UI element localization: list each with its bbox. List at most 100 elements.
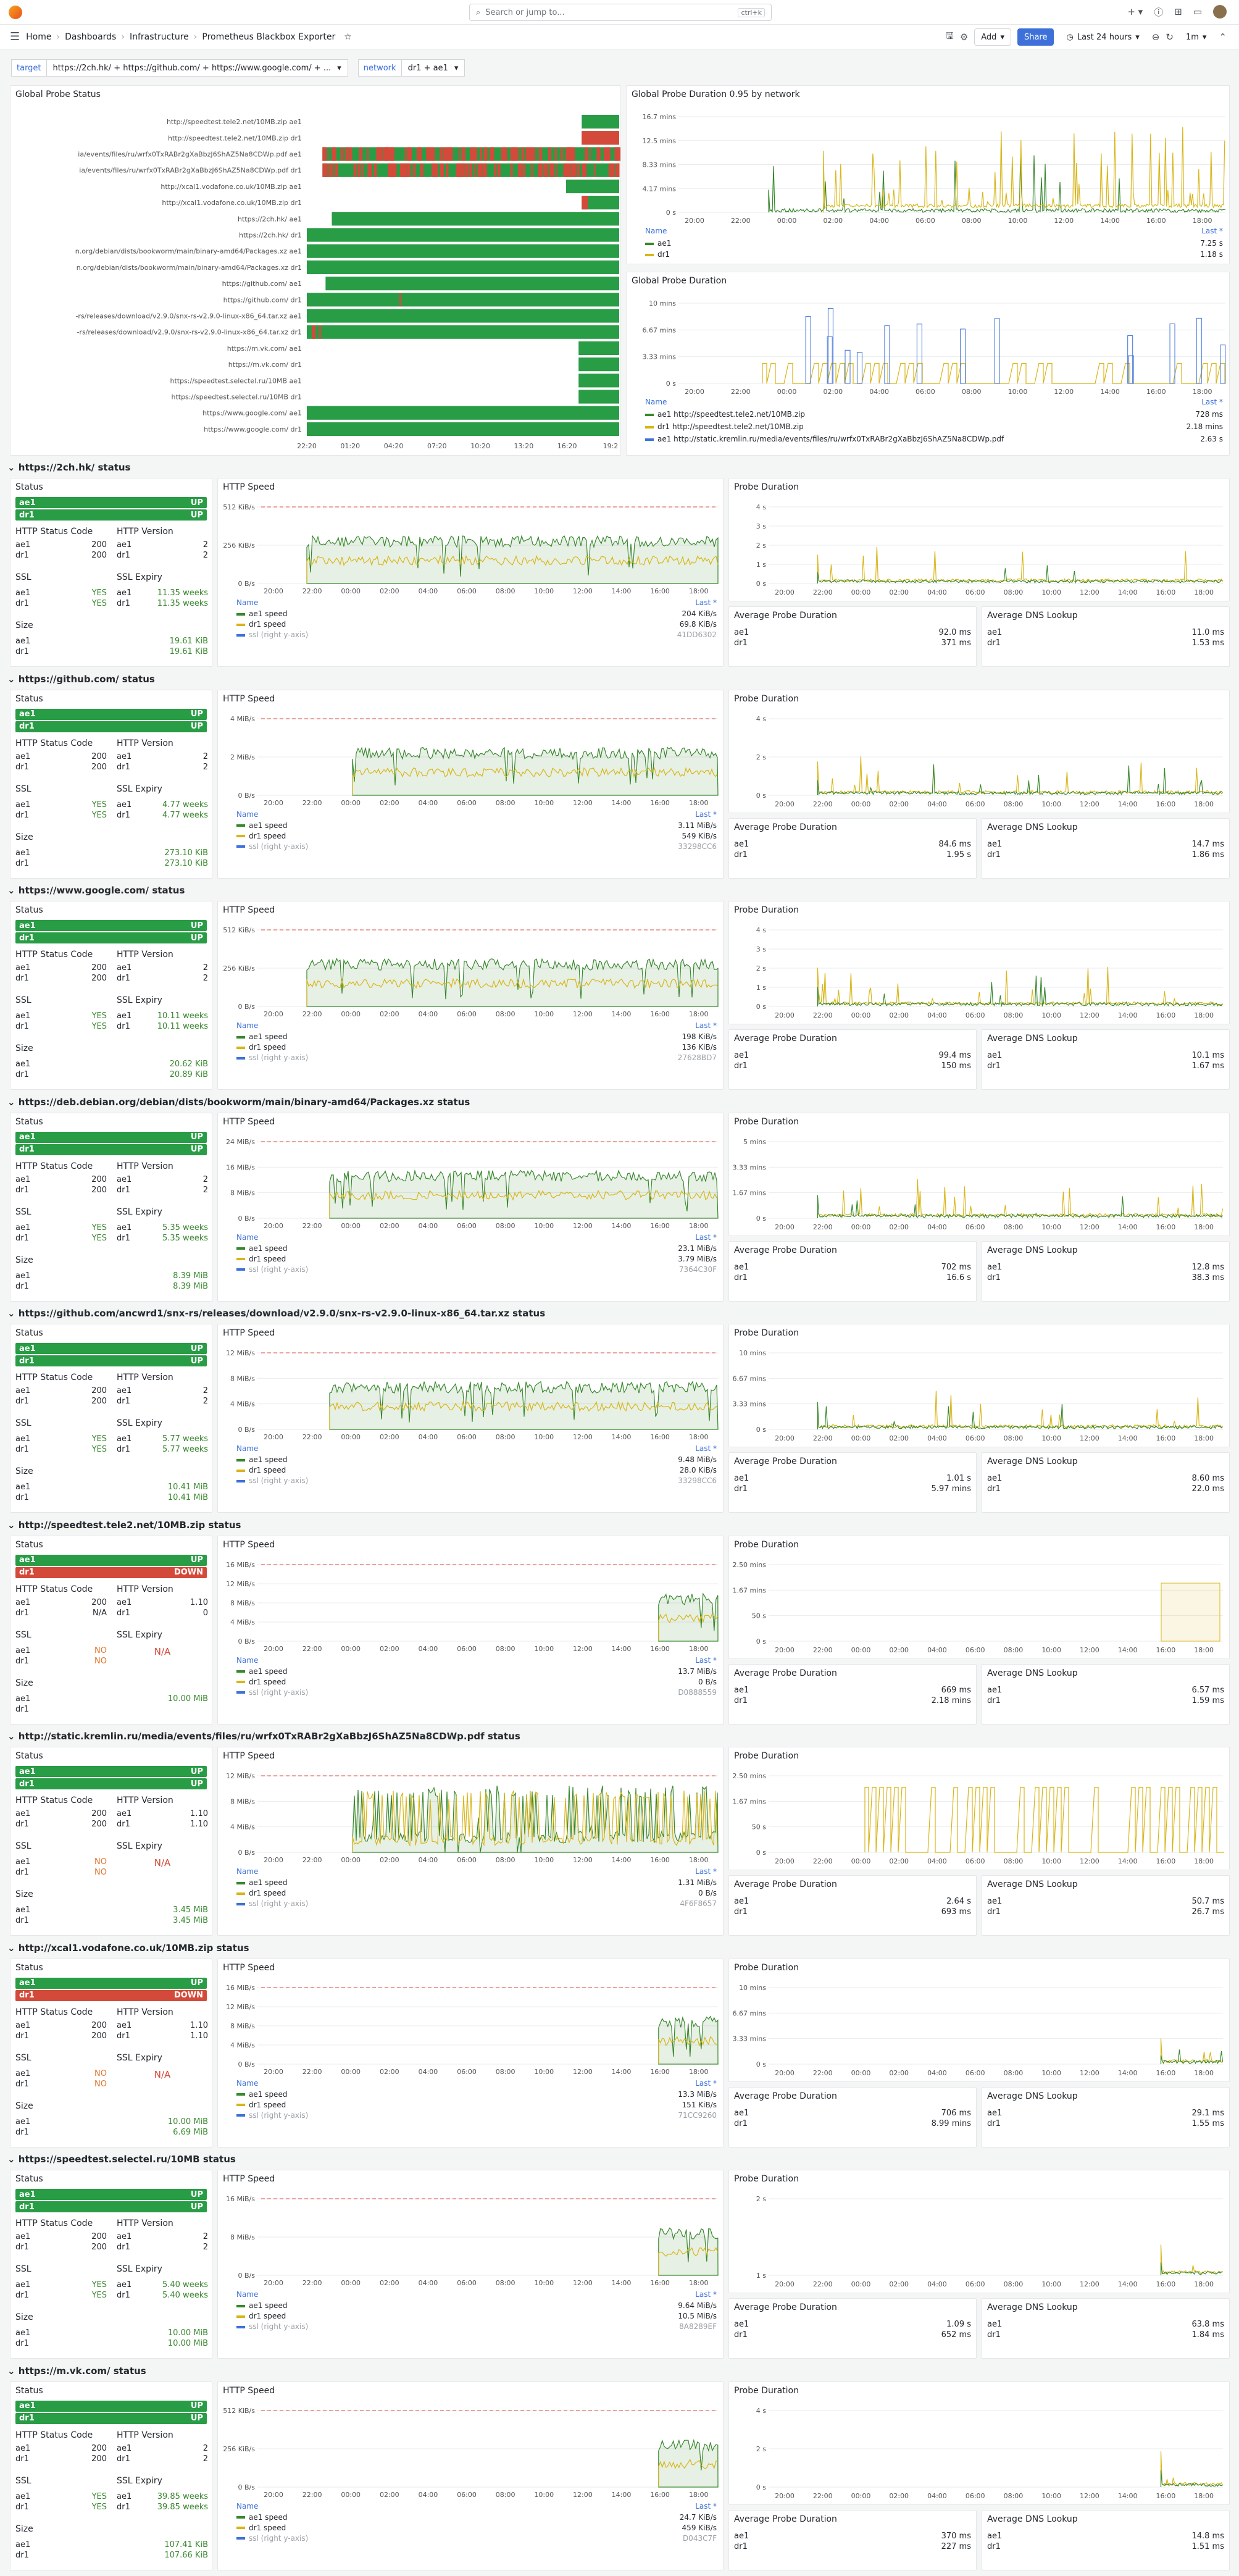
time-tick: 00:00 (851, 2069, 871, 2077)
http-speed-chart[interactable]: 4 MiB/s 2 MiB/s 0 B/s 20:00 22:00 00:00 02:00 0… (218, 690, 724, 879)
time-range-picker[interactable]: ◷ Last 24 hours ▾ (1060, 28, 1146, 46)
breadcrumb-dashboards[interactable]: Dashboards (65, 31, 117, 42)
kv-label: dr1 (15, 647, 29, 656)
legend-item: dr1 speed 28.0 KiB/s (236, 1466, 717, 1474)
http-speed-chart[interactable]: 16 MiB/s 12 MiB/s 8 MiB/s 4 MiB/s 0 B/s 20:00… (218, 1536, 724, 1725)
add-button[interactable]: Add ▾ (974, 28, 1011, 46)
status-bar-down (432, 163, 435, 177)
save-icon[interactable]: 🖫 (946, 30, 954, 41)
kv-row: dr1 1.10 (117, 2031, 208, 2041)
kv-row: dr1 0 (117, 1608, 208, 1618)
series-line-ae1-kremlin (960, 328, 966, 384)
http-speed-chart[interactable]: 16 MiB/s 8 MiB/s 0 B/s 20:00 22:00 00:00 02:00… (218, 2170, 724, 2359)
http-speed-chart[interactable]: 512 KiB/s 256 KiB/s 0 B/s 20:00 22:00 00:00 02… (218, 479, 724, 667)
zoom-out-icon[interactable]: ⊖ (1151, 31, 1160, 43)
http-speed-panel: HTTP Speed 512 KiB/s 256 KiB/s 0 B/s 20:00 22… (217, 478, 724, 667)
series-line-dr1-duration (817, 967, 1223, 1006)
help-icon[interactable]: ⓘ (1154, 6, 1164, 18)
y-tick: 0 B/s (238, 2272, 256, 2280)
probe-duration-chart[interactable]: 5 mins 3.33 mins 1.67 mins 0 s 20:00 22:00 00:… (729, 1113, 1230, 1236)
avatar[interactable] (1213, 5, 1227, 19)
probe-duration-chart[interactable]: 4 s 2 s 0 s 20:00 22:00 00:00 02:00 04:00 06:00 0… (729, 2382, 1230, 2505)
collapse-icon[interactable]: ⌃ (1219, 31, 1227, 43)
http-speed-chart[interactable]: 512 KiB/s 256 KiB/s 0 B/s 20:00 22:00 00:00 02… (218, 2382, 724, 2570)
http-speed-chart[interactable]: 16 MiB/s 12 MiB/s 8 MiB/s 4 MiB/s 0 B/s 20:00… (218, 1959, 724, 2147)
legend-last-value: 13.7 MiB/s (678, 1666, 717, 1676)
y-tick: 4.17 mins (643, 185, 677, 193)
legend-label: ae1 speed (236, 609, 287, 618)
probe-duration-chart[interactable]: 10 mins 6.67 mins 3.33 mins 0 s 20:00 22:00 00… (729, 1959, 1230, 2082)
http-version-title: HTTP Version (117, 950, 173, 960)
dock-icon[interactable]: ▭ (1193, 6, 1202, 17)
avg-dns-title: Average DNS Lookup (987, 1457, 1078, 1466)
time-tick: 12:00 (573, 2068, 593, 2076)
news-icon[interactable]: ⊞ (1174, 6, 1182, 17)
status-row-label: https://www.google.com/ dr1 (204, 425, 302, 433)
probe-duration-chart[interactable]: 2 s 1 s 20:00 22:00 00:00 02:00 04:00 06:00 08:0… (729, 2170, 1230, 2293)
time-tick: 02:00 (889, 800, 909, 808)
http-speed-chart[interactable]: 24 MiB/s 16 MiB/s 8 MiB/s 0 B/s 20:00 22:00 00… (218, 1113, 724, 1302)
legend-label: ssl (right y-axis) (236, 1476, 308, 1485)
probe-duration-chart[interactable]: 10 mins 6.67 mins 3.33 mins 0 s 20:00 22:00 00… (729, 1324, 1230, 1447)
time-tick: 04:00 (927, 1434, 947, 1442)
y-tick: 10 mins (739, 1349, 766, 1357)
status-title: Status (15, 1116, 43, 1127)
grafana-logo-icon[interactable] (9, 5, 22, 19)
refresh-icon[interactable]: ↻ (1166, 31, 1174, 43)
network-variable-select[interactable]: dr1 + ae1 ▾ (401, 59, 465, 77)
time-tick: 16:00 (650, 1222, 670, 1230)
kv-value: 2 (202, 762, 208, 772)
probe-duration-chart[interactable]: 4 s 3 s 2 s 1 s 0 s 20:00 22:00 00:00 02:00 04:00… (729, 479, 1230, 601)
y-tick: 0 B/s (238, 2060, 256, 2068)
global-probe-duration-chart[interactable]: 10 mins 6.67 mins 3.33 mins 0 s 20:00 22:00 00… (627, 272, 1230, 456)
breadcrumb-home[interactable]: Home (26, 31, 52, 42)
y-tick: 0 B/s (238, 792, 256, 800)
status-bar (307, 406, 619, 420)
probe-duration-chart[interactable]: 2.50 mins 1.67 mins 50 s 0 s 20:00 22:00 00:00… (729, 1536, 1230, 1659)
probe-duration-chart[interactable]: 4 s 2 s 0 s 20:00 22:00 00:00 02:00 04:00 06:00 0… (729, 690, 1230, 813)
http-version-title: HTTP Version (117, 2430, 173, 2440)
status-bar-down (615, 163, 619, 177)
legend-series-name: dr1 speed (249, 1677, 286, 1686)
legend-label: dr1 speed (236, 1678, 286, 1686)
probe-duration-chart[interactable]: 2.50 mins 1.67 mins 50 s 0 s 20:00 22:00 00:00… (729, 1747, 1230, 1870)
global-probe-status-chart[interactable]: http://speedtest.tele2.net/10MB.zip ae1 h… (10, 86, 621, 456)
time-tick: 10:00 (1041, 1223, 1061, 1231)
kv-value: 2 (202, 2243, 208, 2252)
http-speed-chart[interactable]: 12 MiB/s 8 MiB/s 4 MiB/s 0 B/s 20:00 22:00 00:… (218, 1324, 724, 1513)
global-probe-duration-95-chart[interactable]: 16.7 mins 12.5 mins 8.33 mins 4.17 mins 0 s 2… (627, 86, 1230, 264)
http-speed-panel: HTTP Speed 12 MiB/s 8 MiB/s 4 MiB/s 0 B/s 20:… (217, 1747, 724, 1936)
avg-probe-value: 702 ms (941, 1262, 971, 1272)
kv-value: 200 (91, 2232, 107, 2241)
share-button[interactable]: Share (1017, 28, 1054, 46)
kv-label: dr1 (734, 1273, 748, 1282)
time-tick: 02:00 (823, 217, 843, 225)
http-version-title: HTTP Version (117, 2007, 173, 2017)
kv-row: dr1 26.7 ms (987, 1907, 1224, 1917)
http-speed-chart[interactable]: 512 KiB/s 256 KiB/s 0 B/s 20:00 22:00 00:00 02… (218, 901, 724, 1090)
search-box[interactable]: ⌕ Search or jump to... ctrl+k (469, 4, 772, 21)
breadcrumb-infrastructure[interactable]: Infrastructure (129, 31, 189, 42)
status-bar-down (379, 147, 382, 161)
kv-row: dr1 16.6 s (734, 1273, 971, 1282)
kv-value: 1.10 (190, 1597, 208, 1607)
time-tick: 04:00 (927, 2069, 947, 2077)
http-speed-chart[interactable]: 12 MiB/s 8 MiB/s 4 MiB/s 0 B/s 20:00 22:00 00:… (218, 1747, 724, 1936)
target-variable-select[interactable]: https://2ch.hk/ + https://github.com/ + … (46, 59, 348, 77)
kv-row: ae1 200 (15, 2232, 107, 2241)
menu-icon[interactable]: ☰ (10, 30, 20, 43)
probe-duration-chart[interactable]: 4 s 3 s 2 s 1 s 0 s 20:00 22:00 00:00 02:00 04:00… (729, 901, 1230, 1024)
kv-label: dr1 (987, 1907, 1001, 1917)
time-tick: 20:00 (775, 1646, 795, 1654)
refresh-interval[interactable]: 1m ▾ (1179, 28, 1213, 46)
series-line-ae1-kremlin (845, 349, 851, 384)
plus-icon[interactable]: + ▾ (1127, 6, 1143, 17)
kv-value: 2 (202, 963, 208, 972)
star-icon[interactable]: ☆ (344, 31, 352, 42)
kv-label: dr1 (15, 810, 29, 820)
ssl-title: SSL (15, 2475, 31, 2486)
settings-icon[interactable]: ⚙ (959, 31, 969, 43)
kv-row: ae1 5.35 weeks (117, 1223, 208, 1232)
time-tick: 22:00 (731, 388, 751, 396)
time-tick: 06:00 (966, 588, 985, 596)
